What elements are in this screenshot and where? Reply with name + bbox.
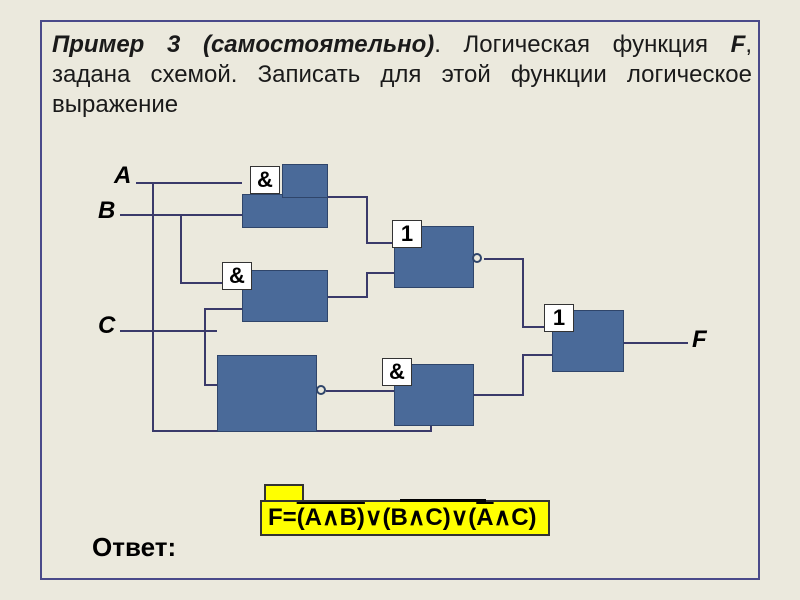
wire: [366, 242, 394, 244]
wire: [328, 196, 368, 198]
input-label-b: B: [98, 197, 115, 225]
wire: [328, 296, 368, 298]
term1: (A∧B): [297, 504, 365, 531]
wire: [522, 354, 552, 356]
wire: [204, 308, 206, 332]
gate-and1-top: [282, 164, 328, 198]
answer-box: F=(A∧B)∨(B∧C)∨(A∧C): [260, 500, 550, 536]
gate-and3-tag: &: [382, 358, 412, 386]
gate-not: [217, 355, 317, 432]
gate-or2-tag: 1: [544, 304, 574, 332]
or1-bubble: [472, 253, 482, 263]
output-label-f: F: [692, 326, 707, 354]
content-frame: Пример 3 (самостоятельно). Логическая фу…: [40, 20, 760, 580]
wire: [484, 258, 524, 260]
input-label-a: A: [114, 162, 131, 190]
wire: [120, 330, 217, 332]
wire: [204, 308, 242, 310]
wire: [624, 342, 688, 344]
gate-and1-body: [242, 194, 328, 228]
problem-text: Пример 3 (самостоятельно). Логическая фу…: [52, 30, 752, 120]
overline-bar-2: [400, 499, 486, 502]
not-bubble: [316, 385, 326, 395]
answer-label: Ответ:: [92, 532, 176, 563]
gate-and2: [242, 270, 328, 322]
wire: [522, 258, 524, 328]
wire: [152, 182, 154, 432]
wire: [180, 214, 182, 284]
wire: [474, 394, 524, 396]
problem-title: Пример 3 (самостоятельно): [52, 31, 434, 58]
gate-and2-tag: &: [222, 262, 252, 290]
gate-or1-tag: 1: [392, 220, 422, 248]
wire: [326, 390, 394, 392]
wire: [522, 354, 524, 396]
input-label-c: C: [98, 312, 115, 340]
gate-and1-tag: &: [250, 166, 280, 194]
wire: [366, 272, 368, 298]
wire: [366, 196, 368, 244]
wire: [204, 384, 218, 386]
wire: [204, 330, 206, 386]
wire: [366, 272, 394, 274]
